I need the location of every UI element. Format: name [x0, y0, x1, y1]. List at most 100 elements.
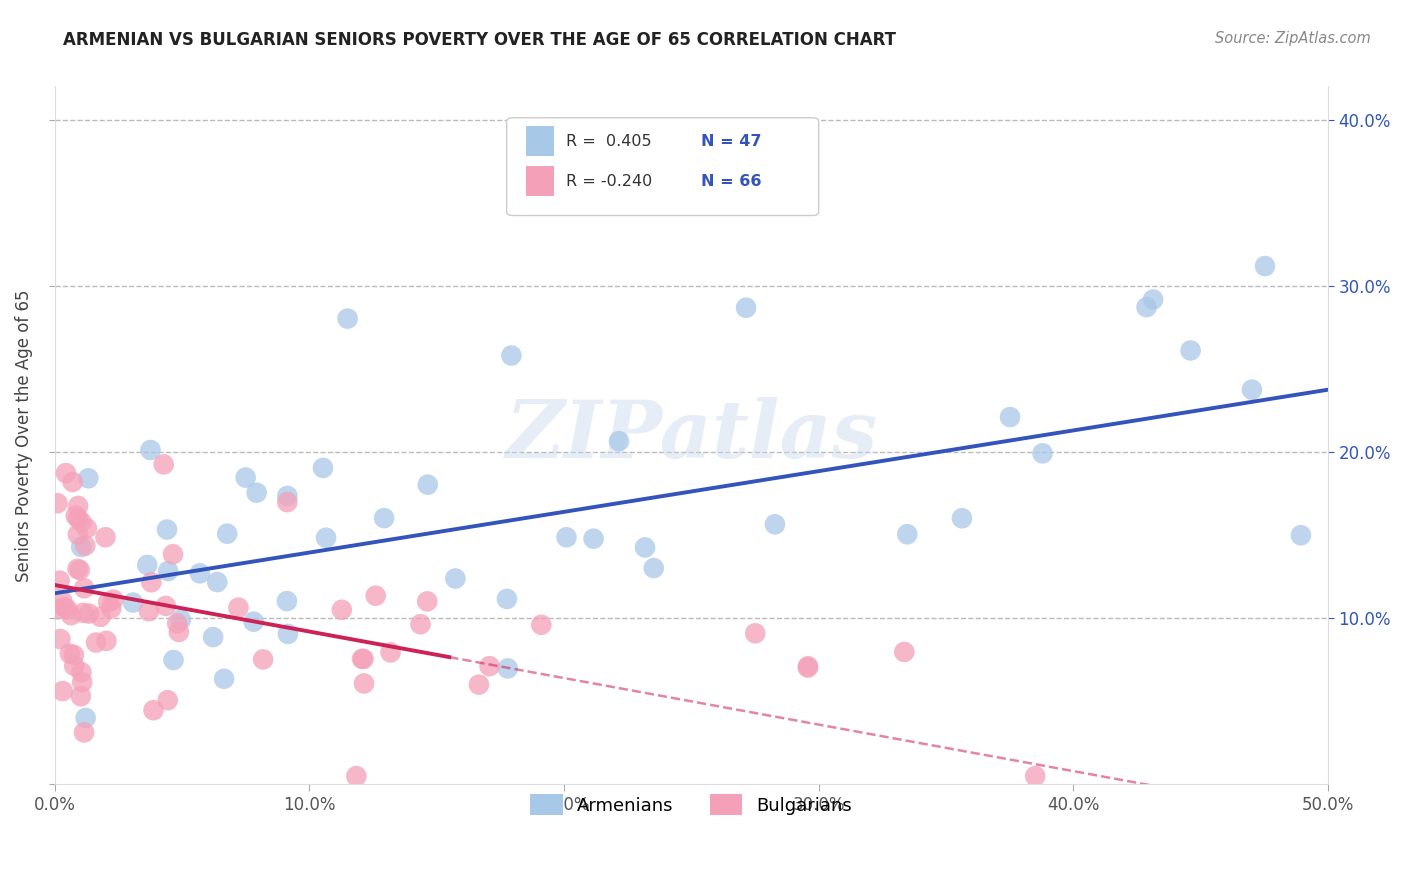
Point	[62, 475, 84, 489]
Point	[555, 530, 578, 544]
Point	[63, 648, 86, 662]
Point	[998, 410, 1021, 425]
Point	[246, 485, 269, 500]
Point	[76, 521, 98, 535]
Point	[94, 530, 117, 544]
Point	[70, 665, 93, 680]
Point	[242, 615, 264, 629]
Text: R =  0.405: R = 0.405	[567, 134, 652, 149]
Point	[138, 604, 160, 618]
Point	[315, 531, 337, 545]
Point	[72, 606, 94, 620]
Text: R = -0.240: R = -0.240	[567, 174, 652, 188]
Point	[607, 434, 630, 449]
Point	[409, 617, 432, 632]
Point	[52, 684, 75, 698]
Point	[53, 599, 76, 614]
Point	[330, 603, 353, 617]
Point	[501, 349, 523, 363]
Point	[1031, 446, 1053, 460]
Point	[763, 517, 786, 532]
Legend: Armenians, Bulgarians: Armenians, Bulgarians	[522, 785, 862, 824]
Point	[643, 561, 665, 575]
Point	[207, 575, 229, 590]
Point	[478, 659, 501, 673]
Point	[55, 466, 77, 480]
Point	[276, 489, 298, 503]
Point	[797, 660, 820, 674]
Point	[380, 645, 402, 659]
Point	[468, 678, 491, 692]
Point	[896, 527, 918, 541]
Point	[48, 574, 70, 588]
Point	[46, 602, 69, 616]
Point	[353, 676, 375, 690]
Point	[950, 511, 973, 525]
Point	[1024, 769, 1046, 783]
Point	[344, 769, 367, 783]
Point	[276, 495, 298, 509]
Point	[373, 511, 395, 525]
Point	[634, 541, 657, 555]
Point	[336, 311, 359, 326]
Point	[1240, 383, 1263, 397]
Point	[364, 589, 387, 603]
Text: ARMENIAN VS BULGARIAN SENIORS POVERTY OVER THE AGE OF 65 CORRELATION CHART: ARMENIAN VS BULGARIAN SENIORS POVERTY OV…	[63, 31, 896, 49]
Point	[70, 675, 93, 690]
Point	[212, 672, 235, 686]
Point	[51, 594, 73, 608]
Text: Source: ZipAtlas.com: Source: ZipAtlas.com	[1215, 31, 1371, 46]
Point	[444, 572, 467, 586]
Point	[217, 526, 239, 541]
Point	[188, 566, 211, 581]
Point	[49, 632, 72, 646]
Point	[89, 610, 111, 624]
Point	[1142, 293, 1164, 307]
FancyBboxPatch shape	[526, 167, 554, 195]
Point	[56, 602, 79, 616]
Point	[166, 616, 188, 631]
Point	[312, 461, 335, 475]
Text: N = 47: N = 47	[702, 134, 762, 149]
Point	[141, 575, 163, 590]
FancyBboxPatch shape	[526, 127, 554, 156]
Point	[496, 591, 519, 606]
Point	[157, 564, 180, 578]
Point	[63, 658, 86, 673]
Point	[84, 635, 107, 649]
Point	[70, 515, 93, 529]
Text: N = 66: N = 66	[702, 174, 762, 188]
Point	[122, 596, 145, 610]
Text: ZIPatlas: ZIPatlas	[505, 397, 877, 475]
Point	[66, 527, 89, 541]
Point	[100, 601, 122, 615]
Point	[77, 607, 100, 621]
Point	[202, 630, 225, 644]
Point	[735, 301, 758, 315]
Point	[582, 532, 605, 546]
Point	[416, 477, 439, 491]
Point	[530, 617, 553, 632]
Point	[170, 613, 193, 627]
Point	[252, 652, 274, 666]
Point	[156, 523, 179, 537]
Point	[1254, 259, 1277, 273]
Point	[167, 624, 190, 639]
Point	[70, 690, 93, 704]
Point	[66, 562, 89, 576]
Point	[96, 633, 118, 648]
Point	[103, 592, 125, 607]
Point	[73, 582, 96, 596]
Point	[1289, 528, 1312, 542]
FancyBboxPatch shape	[506, 118, 818, 216]
Point	[73, 725, 96, 739]
Point	[893, 645, 915, 659]
Point	[136, 558, 159, 572]
Point	[152, 458, 174, 472]
Point	[350, 652, 373, 666]
Point	[70, 540, 93, 554]
Point	[277, 627, 299, 641]
Point	[75, 711, 97, 725]
Point	[276, 594, 298, 608]
Point	[97, 595, 120, 609]
